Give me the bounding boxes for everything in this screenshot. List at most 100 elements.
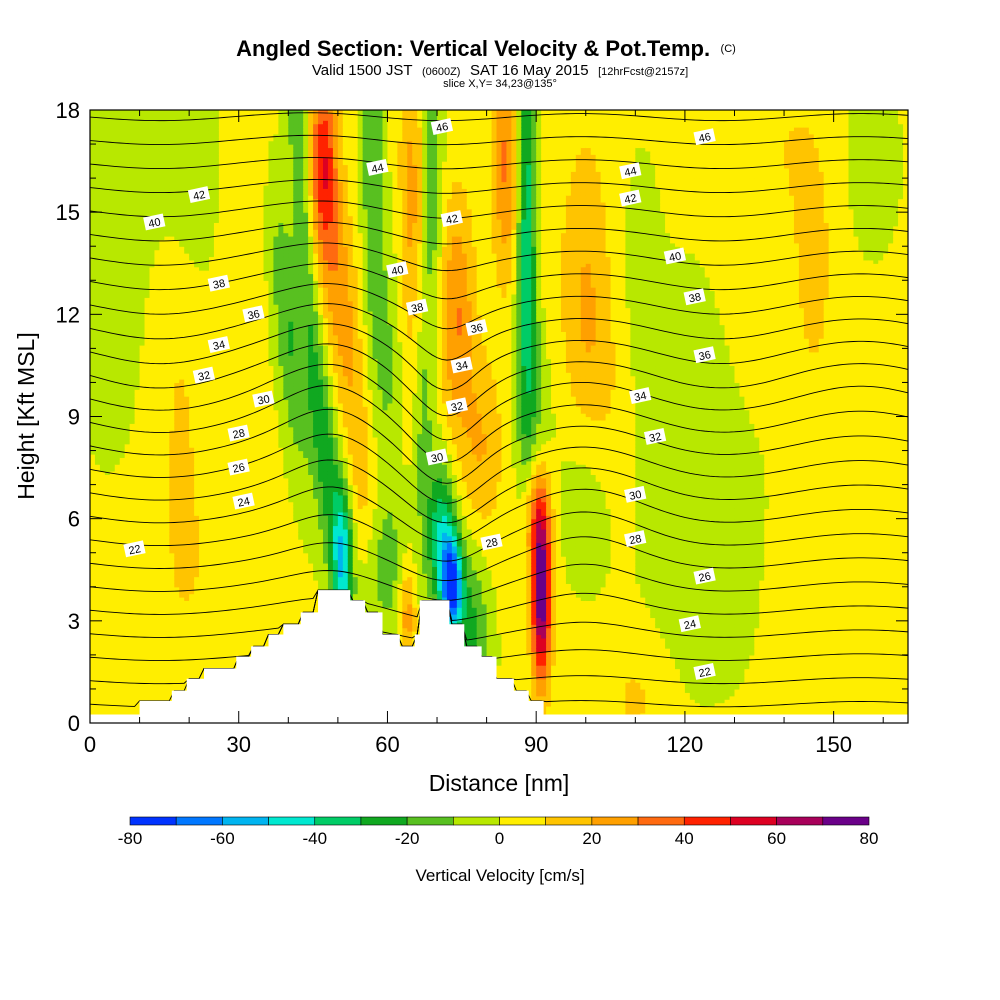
velocity-cell	[94, 171, 101, 176]
velocity-cell	[99, 334, 106, 339]
velocity-cell	[159, 634, 165, 639]
velocity-cell	[169, 195, 175, 200]
velocity-cell	[179, 239, 185, 244]
velocity-cell	[129, 515, 136, 520]
velocity-cell	[124, 181, 131, 186]
velocity-cell	[90, 293, 96, 298]
velocity-cell	[104, 249, 111, 254]
velocity-cell	[179, 290, 185, 295]
velocity-cell	[99, 426, 106, 431]
velocity-cell	[184, 433, 190, 438]
velocity-cell	[139, 634, 146, 639]
velocity-cell	[169, 685, 175, 690]
velocity-cell	[99, 532, 106, 537]
velocity-cell	[94, 167, 101, 172]
velocity-cell	[204, 300, 210, 305]
velocity-cell	[199, 324, 205, 329]
velocity-cell	[144, 249, 151, 254]
velocity-cell	[213, 242, 220, 247]
velocity-cell	[109, 133, 116, 138]
velocity-cell	[223, 552, 230, 557]
velocity-cell	[204, 273, 210, 278]
velocity-cell	[129, 416, 136, 421]
velocity-cell	[164, 147, 170, 152]
velocity-cell	[109, 573, 116, 578]
velocity-cell	[139, 651, 146, 656]
velocity-cell	[94, 280, 101, 285]
velocity-cell	[129, 436, 136, 441]
velocity-cell	[139, 270, 146, 275]
velocity-cell	[90, 212, 96, 217]
velocity-cell	[114, 147, 121, 152]
velocity-cell	[199, 515, 205, 520]
velocity-cell	[164, 181, 170, 186]
velocity-cell	[184, 201, 190, 206]
velocity-cell	[90, 436, 96, 441]
velocity-cell	[174, 610, 180, 615]
velocity-cell	[169, 307, 175, 312]
velocity-cell	[99, 133, 106, 138]
velocity-cell	[124, 620, 131, 625]
velocity-cell	[139, 525, 146, 530]
velocity-cell	[204, 389, 210, 394]
velocity-cell	[194, 508, 200, 513]
velocity-cell	[204, 430, 210, 435]
velocity-cell	[129, 154, 136, 159]
velocity-cell	[208, 481, 215, 486]
velocity-cell	[124, 161, 131, 166]
velocity-cell	[134, 705, 141, 710]
velocity-cell	[144, 270, 151, 275]
velocity-cell	[213, 154, 220, 159]
velocity-cell	[194, 433, 200, 438]
velocity-cell	[213, 665, 220, 670]
velocity-cell	[199, 344, 205, 349]
velocity-cell	[104, 167, 111, 172]
velocity-cell	[94, 372, 101, 377]
velocity-cell	[134, 586, 141, 591]
velocity-cell	[213, 334, 220, 339]
velocity-cell	[179, 453, 185, 458]
velocity-cell	[104, 552, 111, 557]
velocity-cell	[114, 467, 121, 472]
velocity-cell	[174, 392, 180, 397]
velocity-cell	[204, 208, 210, 213]
velocity-cell	[124, 392, 131, 397]
velocity-cell	[129, 123, 136, 128]
velocity-cell	[134, 167, 141, 172]
velocity-cell	[139, 154, 146, 159]
velocity-cell	[129, 426, 136, 431]
velocity-cell	[189, 314, 195, 319]
velocity-cell	[144, 372, 151, 377]
velocity-cell	[134, 566, 141, 571]
velocity-cell	[179, 617, 185, 622]
velocity-cell	[149, 614, 156, 619]
velocity-cell	[164, 368, 170, 373]
velocity-cell	[154, 522, 161, 527]
velocity-cell	[154, 201, 161, 206]
velocity-cell	[94, 225, 101, 230]
velocity-cell	[174, 157, 180, 162]
velocity-cell	[184, 338, 190, 343]
velocity-cell	[169, 528, 175, 533]
velocity-cell	[149, 637, 156, 642]
velocity-cell	[104, 344, 111, 349]
velocity-cell	[144, 586, 151, 591]
velocity-cell	[174, 525, 180, 530]
velocity-cell	[164, 137, 170, 142]
velocity-cell	[159, 505, 165, 510]
velocity-cell	[204, 579, 210, 584]
velocity-cell	[139, 314, 146, 319]
velocity-cell	[104, 338, 111, 343]
velocity-cell	[174, 283, 180, 288]
velocity-cell	[154, 501, 161, 506]
velocity-cell	[213, 382, 220, 387]
velocity-cell	[124, 610, 131, 615]
velocity-cell	[114, 511, 121, 516]
velocity-cell	[154, 188, 161, 193]
velocity-cell	[213, 205, 220, 210]
velocity-cell	[94, 120, 101, 125]
velocity-cell	[218, 358, 225, 363]
velocity-cell	[94, 229, 101, 234]
velocity-cell	[159, 358, 165, 363]
velocity-cell	[119, 596, 126, 601]
